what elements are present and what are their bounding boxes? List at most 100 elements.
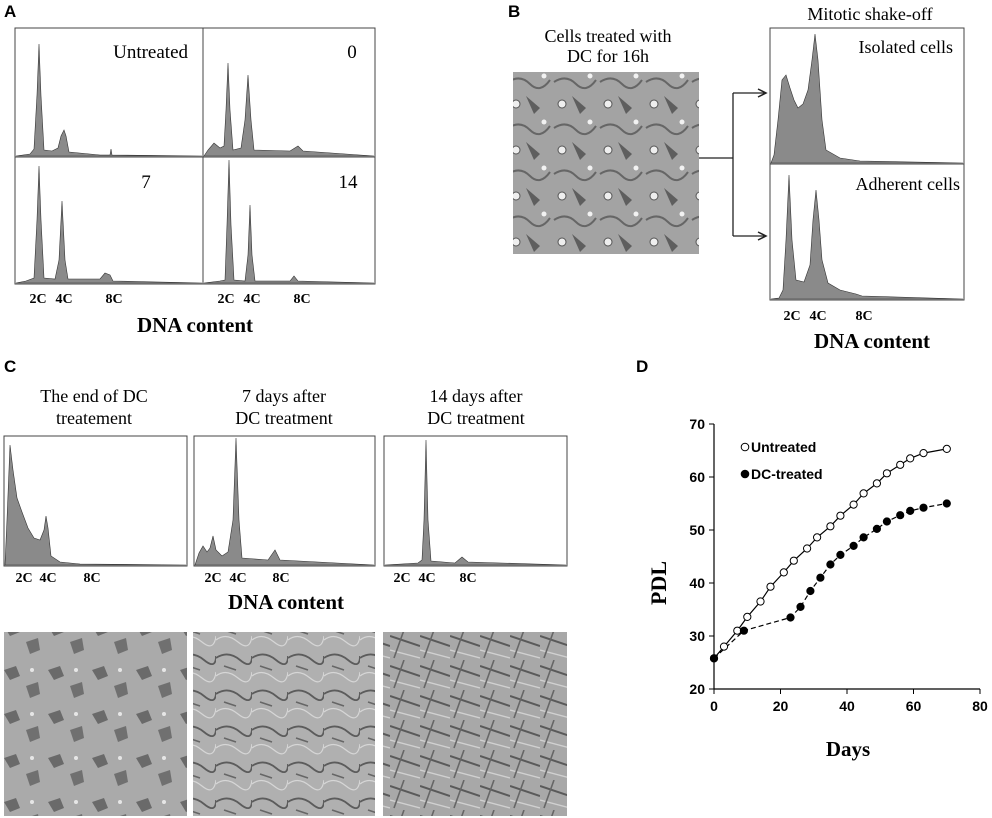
- data-point-dc-treated: [836, 550, 845, 560]
- data-point-untreated: [919, 449, 928, 458]
- data-point-dc-treated: [942, 499, 951, 508]
- panel-a-tick-8c-left: 8C: [105, 292, 122, 307]
- panel-d-series-lines: [713, 448, 947, 659]
- panel-b-cell-photo: [513, 72, 699, 254]
- data-point-dc-treated: [796, 602, 805, 612]
- panel-c-tick-2c-1: 2C: [15, 571, 32, 586]
- panel-c-title-2b: DC treatment: [235, 408, 332, 428]
- series-line-untreated: [713, 448, 947, 659]
- data-point-dc-treated: [786, 613, 795, 622]
- x-tick-label: 20: [773, 698, 789, 714]
- panel-c-title-2a: 7 days after: [242, 386, 326, 406]
- data-point-dc-treated: [849, 541, 858, 551]
- panel-b-adherent-label: Adherent cells: [856, 174, 960, 194]
- panel-c-frame-1: [3, 435, 188, 567]
- data-point-untreated: [872, 479, 882, 488]
- panel-c-title-1b: treatement: [56, 408, 132, 428]
- panel-b-photo-caption-2: DC for 16h: [567, 46, 649, 66]
- x-tick-label: 40: [839, 698, 855, 714]
- data-point-untreated: [779, 568, 788, 577]
- data-point-dc-treated: [872, 524, 882, 534]
- panel-b-photo-caption-1: Cells treated with: [545, 26, 672, 46]
- panel-d-axes: [713, 424, 980, 690]
- panel-c-tick-4c-2: 4C: [229, 571, 246, 586]
- x-tick-label: 80: [972, 698, 988, 714]
- legend-marker: [740, 442, 750, 452]
- y-tick-label: 30: [689, 628, 705, 644]
- data-point-dc-treated: [859, 533, 868, 542]
- data-point-untreated: [813, 533, 822, 542]
- legend-marker: [740, 469, 750, 479]
- panel-c-tick-8c-2: 8C: [272, 571, 289, 586]
- panel-a-axis-label: DNA content: [137, 313, 253, 337]
- data-point-untreated: [719, 642, 729, 651]
- panel-b-isolated-label: Isolated cells: [859, 37, 953, 57]
- panel-a-histogram-grid: Untreated 0 7 14 2C 4C 8C 2C 4C 8C DNA c…: [14, 27, 376, 337]
- panel-a-tick-8c-right: 8C: [293, 292, 310, 307]
- histogram-a-day7: [15, 165, 203, 284]
- histogram-a-untreated-label: Untreated: [113, 42, 188, 63]
- panel-a-tick-4c-right: 4C: [243, 292, 260, 307]
- panel-c-photo-7days: [193, 632, 375, 816]
- panel-c-title-3b: DC treatment: [427, 408, 524, 428]
- histogram-a-day14-label: 14: [339, 172, 359, 193]
- panel-b-arrows: [699, 88, 768, 241]
- histogram-a-day0-label: 0: [347, 42, 357, 63]
- panel-b-tick-8c: 8C: [855, 309, 872, 324]
- histogram-b-adherent: [770, 174, 964, 300]
- histogram-a-day7-label: 7: [141, 172, 151, 193]
- series-line-dc-treated: [713, 502, 947, 659]
- data-point-dc-treated: [896, 511, 905, 520]
- panel-a-tick-4c-left: 4C: [55, 292, 72, 307]
- panel-b-axis-label: DNA content: [814, 329, 930, 353]
- data-point-dc-treated: [806, 586, 815, 596]
- panel-b-tick-2c: 2C: [783, 309, 800, 324]
- data-point-untreated: [766, 582, 775, 591]
- panel-d-chart: 20 30 40 50 60 70 0 20 40 60 80 Untreated DC-treate…: [646, 416, 988, 761]
- data-point-dc-treated: [709, 654, 719, 663]
- panel-d-series-points: [709, 444, 951, 663]
- panel-d-letter: D: [636, 357, 648, 376]
- data-point-dc-treated: [906, 506, 915, 515]
- x-tick-label: 60: [906, 698, 922, 714]
- panel-b-letter: B: [508, 2, 520, 21]
- histogram-a-day0: [203, 62, 375, 157]
- panel-c-tick-4c-3: 4C: [418, 571, 435, 586]
- panel-c-photo-14days: [383, 632, 567, 816]
- data-point-dc-treated: [882, 517, 892, 526]
- histogram-c-14days: [384, 439, 567, 566]
- y-tick-label: 60: [689, 469, 705, 485]
- panel-c-frame-3: [383, 435, 568, 567]
- legend-label: Untreated: [751, 439, 816, 455]
- histogram-a-untreated: [15, 43, 203, 157]
- histogram-c-7days: [194, 437, 375, 566]
- panel-c-tick-2c-2: 2C: [204, 571, 221, 586]
- data-point-untreated: [756, 597, 765, 606]
- panel-c-tick-4c-1: 4C: [39, 571, 56, 586]
- histogram-a-day14: [203, 159, 375, 284]
- data-point-untreated: [942, 444, 951, 453]
- panel-c-photo-end: [4, 632, 187, 816]
- panel-d-ticks: 20 30 40 50 60 70 0 20 40 60 80: [689, 416, 988, 714]
- panel-c-tick-8c-1: 8C: [83, 571, 100, 586]
- panel-d-xlabel: Days: [826, 737, 870, 761]
- data-point-untreated: [896, 460, 905, 469]
- panel-b-tick-4c: 4C: [809, 309, 826, 324]
- y-tick-label: 40: [689, 575, 705, 591]
- panel-a-frame: [14, 27, 376, 285]
- data-point-untreated: [803, 544, 812, 553]
- data-point-untreated: [906, 454, 915, 463]
- y-tick-label: 70: [689, 416, 705, 432]
- data-point-untreated: [789, 556, 798, 565]
- panel-a-tick-2c-left: 2C: [29, 292, 46, 307]
- data-point-untreated: [849, 500, 858, 509]
- data-point-untreated: [836, 511, 845, 520]
- histogram-b-isolated: [770, 33, 964, 164]
- y-tick-label: 50: [689, 522, 705, 538]
- data-point-dc-treated: [919, 503, 928, 512]
- panel-c-axis-label: DNA content: [228, 590, 344, 614]
- data-point-untreated: [859, 489, 868, 498]
- legend-label: DC-treated: [751, 466, 823, 482]
